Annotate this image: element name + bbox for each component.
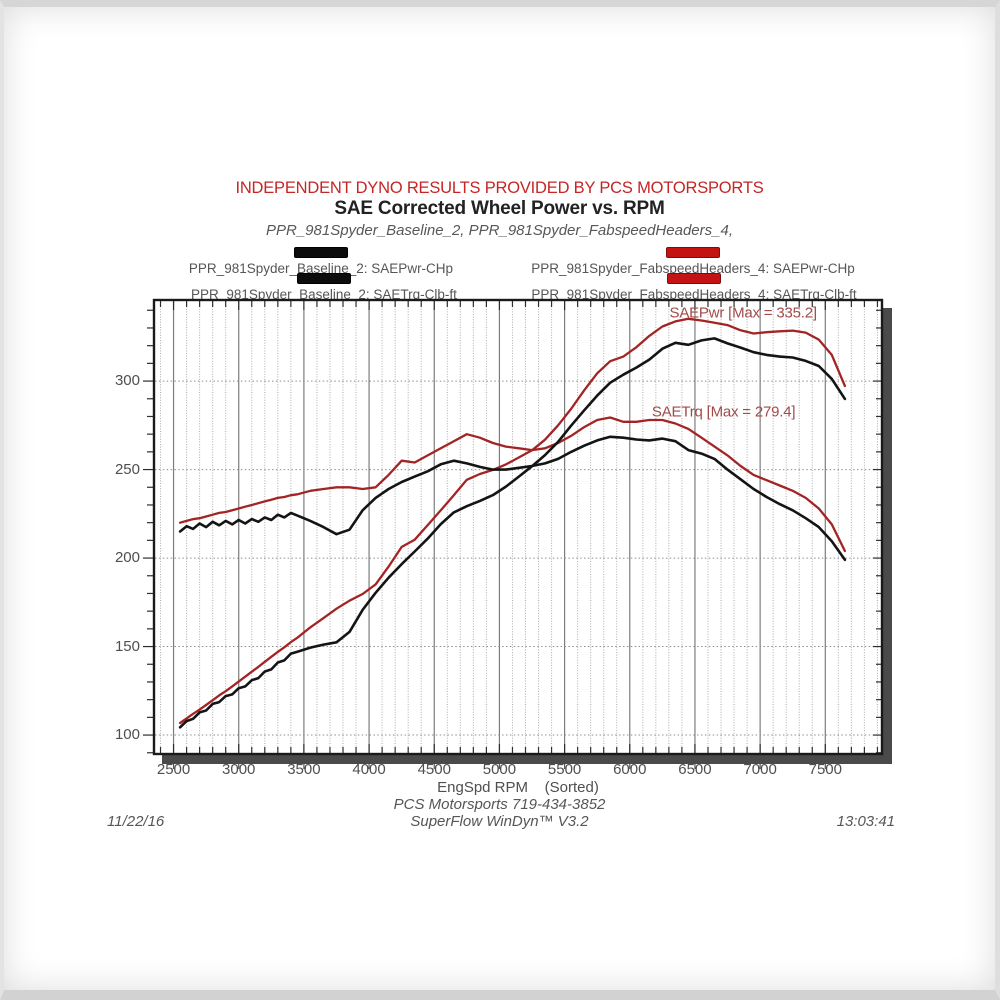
y-tick-label: 250 xyxy=(114,460,140,478)
x-tick-label: 2500 xyxy=(156,761,191,778)
footer-software-line: SuperFlow WinDyn™ V3.2 xyxy=(410,813,589,830)
x-tick-label: 4000 xyxy=(352,761,386,778)
y-tick-label: 200 xyxy=(114,549,140,567)
x-tick-label: 6500 xyxy=(678,761,712,778)
gridlines xyxy=(155,301,881,753)
plot-shadow xyxy=(162,308,892,764)
legend-entry-fabspeed-power: PPR_981Spyder_FabspeedHeaders_4: SAEPwr-… xyxy=(493,247,893,276)
x-tick-label: 7000 xyxy=(743,761,777,778)
page-title: SAE Corrected Wheel Power vs. RPM xyxy=(334,198,665,219)
legend-entry-baseline-torque: PPR_981Spyder_Baseline_2: SAETrq-Clb-ft xyxy=(124,273,524,302)
series-baseline-power-line xyxy=(178,337,847,729)
x-tick-label: 7500 xyxy=(808,761,842,778)
legend-label-fabspeed-power: PPR_981Spyder_FabspeedHeaders_4: SAEPwr-… xyxy=(531,261,855,276)
legend-label-fabspeed-torque: PPR_981Spyder_FabspeedHeaders_4: SAETrq-… xyxy=(531,287,857,302)
max-power-annotation: SAEPwr [Max = 335.2] xyxy=(669,304,818,322)
series-lines xyxy=(178,317,847,729)
x-tick-label: 3000 xyxy=(222,761,256,778)
legend-label-baseline-power: PPR_981Spyder_Baseline_2: SAEPwr-CHp xyxy=(188,261,454,276)
legend-swatch-fabspeed-torque xyxy=(667,273,721,284)
legend-swatch-fabspeed-power xyxy=(666,247,720,258)
run-names-subtitle: PPR_981Spyder_Baseline_2, PPR_981Spyder_… xyxy=(266,222,733,239)
dyno-chart: EngSpd RPM (Sorted) SAEPwr [Max = 335.2]… xyxy=(4,7,995,990)
max-torque-annotation: SAETrq [Max = 279.4] xyxy=(651,403,796,420)
series-fabspeed-power-line xyxy=(178,317,847,725)
x-tick-label: 5500 xyxy=(547,761,582,778)
y-tick-label: 300 xyxy=(114,372,140,390)
legend-entry-fabspeed-torque: PPR_981Spyder_FabspeedHeaders_4: SAETrq-… xyxy=(494,273,894,302)
chart-canvas xyxy=(143,298,892,769)
footer-time: 13:03:41 xyxy=(836,813,895,830)
legend-label-baseline-torque: PPR_981Spyder_Baseline_2: SAETrq-Clb-ft xyxy=(191,287,457,302)
legend-swatch-baseline-power xyxy=(294,247,348,258)
plot-frame xyxy=(152,298,884,756)
banner-text: INDEPENDENT DYNO RESULTS PROVIDED BY PCS… xyxy=(235,179,764,197)
x-tick-label: 5000 xyxy=(482,761,517,778)
x-tick-label: 4500 xyxy=(417,761,451,778)
footer-shop-line: PCS Motorsports 719-434-3852 xyxy=(393,796,606,813)
legend-swatch-baseline-torque xyxy=(297,273,351,284)
y-tick-label: 150 xyxy=(114,637,140,655)
legend-entry-baseline-power: PPR_981Spyder_Baseline_2: SAEPwr-CHp xyxy=(121,247,521,276)
y-tick-label: 100 xyxy=(114,726,140,744)
series-fabspeed-torque-line xyxy=(178,416,847,553)
x-tick-label: 3500 xyxy=(287,761,321,778)
x-axis-label: EngSpd RPM (Sorted) xyxy=(437,779,599,796)
x-tick-label: 6000 xyxy=(613,761,647,778)
footer-date: 11/22/16 xyxy=(107,813,165,830)
series-baseline-torque-line xyxy=(178,435,847,562)
footer-shop-info: PCS Motorsports 719-434-3852 SuperFlow W… xyxy=(4,796,995,830)
